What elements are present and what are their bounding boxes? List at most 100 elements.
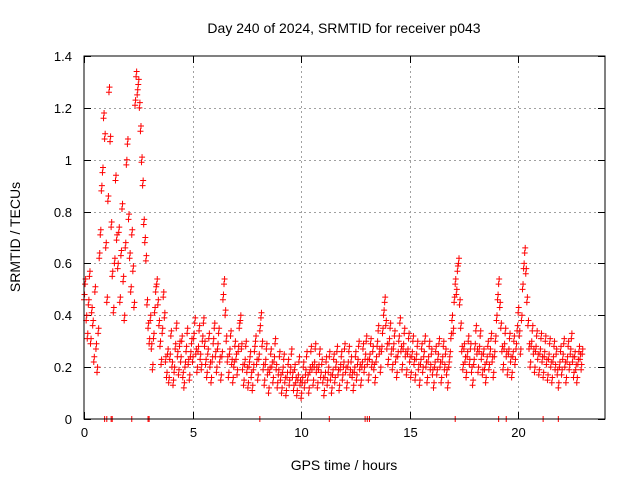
- data-point: [434, 356, 441, 363]
- x-tick-label: 15: [403, 425, 417, 440]
- data-point: [253, 333, 260, 340]
- data-point: [277, 377, 284, 384]
- data-point: [523, 299, 530, 306]
- data-point: [505, 351, 512, 358]
- data-point: [166, 356, 173, 363]
- data-point: [489, 358, 496, 365]
- data-point: [338, 348, 345, 355]
- data-point: [238, 345, 245, 352]
- data-point: [154, 275, 161, 282]
- data-point: [549, 374, 556, 381]
- data-point: [343, 384, 350, 391]
- data-point: [135, 76, 142, 83]
- data-point: [475, 364, 482, 371]
- data-point: [245, 364, 252, 371]
- data-point: [203, 356, 210, 363]
- data-point: [190, 335, 197, 342]
- data-point: [270, 358, 277, 365]
- data-point: [116, 224, 123, 231]
- data-point: [235, 348, 242, 355]
- data-point: [159, 325, 166, 332]
- data-point: [165, 379, 172, 386]
- data-point: [215, 330, 222, 337]
- data-point: [197, 356, 204, 363]
- data-point: [181, 364, 188, 371]
- data-point: [202, 338, 209, 345]
- data-point: [118, 205, 125, 212]
- data-point: [167, 333, 174, 340]
- data-point: [302, 366, 309, 373]
- data-point: [339, 371, 346, 378]
- data-point: [87, 340, 94, 347]
- data-point: [148, 345, 155, 352]
- data-point: [485, 338, 492, 345]
- data-point: [351, 364, 358, 371]
- data-point: [551, 338, 558, 345]
- data-point: [329, 371, 336, 378]
- data-point: [383, 317, 390, 324]
- data-point: [166, 374, 173, 381]
- data-point: [361, 369, 368, 376]
- data-point: [119, 200, 126, 207]
- data-point: [273, 361, 280, 368]
- data-point: [418, 345, 425, 352]
- data-point: [549, 358, 556, 365]
- data-point: [483, 374, 490, 381]
- y-tick-label: 0: [65, 412, 72, 427]
- data-point: [464, 348, 471, 355]
- data-point: [500, 361, 507, 368]
- data-point: [130, 263, 137, 270]
- data-point: [200, 320, 207, 327]
- data-point: [556, 358, 563, 365]
- data-point: [282, 392, 289, 399]
- data-point: [258, 309, 265, 316]
- data-point: [409, 348, 416, 355]
- data-point: [105, 89, 112, 96]
- data-point: [91, 288, 98, 295]
- data-point: [132, 102, 139, 109]
- data-point: [118, 247, 125, 254]
- data-point: [351, 369, 358, 376]
- data-point: [113, 172, 120, 179]
- data-point: [109, 268, 116, 275]
- data-point: [516, 327, 523, 334]
- data-point: [540, 374, 547, 381]
- data-point: [365, 371, 372, 378]
- data-point: [283, 374, 290, 381]
- data-point: [342, 369, 349, 376]
- data-point: [377, 369, 384, 376]
- data-point: [563, 374, 570, 381]
- data-point: [115, 229, 122, 236]
- data-point: [228, 327, 235, 334]
- data-point: [419, 340, 426, 347]
- data-point: [241, 361, 248, 368]
- data-point: [224, 358, 231, 365]
- data-point: [370, 366, 377, 373]
- data-point: [151, 330, 158, 337]
- data-point: [158, 361, 165, 368]
- data-point: [421, 348, 428, 355]
- data-point: [205, 345, 212, 352]
- data-point: [170, 382, 177, 389]
- data-point: [445, 364, 452, 371]
- data-point: [265, 390, 272, 397]
- data-point: [560, 340, 567, 347]
- data-point: [574, 374, 581, 381]
- data-point: [268, 364, 275, 371]
- data-point: [406, 358, 413, 365]
- data-point: [536, 366, 543, 373]
- data-point: [381, 307, 388, 314]
- data-point: [180, 369, 187, 376]
- data-point: [120, 273, 127, 280]
- data-point: [556, 364, 563, 371]
- data-point: [386, 335, 393, 342]
- data-point: [355, 343, 362, 350]
- data-point: [509, 369, 516, 376]
- data-point: [214, 345, 221, 352]
- data-point: [192, 314, 199, 321]
- data-point: [232, 338, 239, 345]
- data-point: [263, 340, 270, 347]
- data-point: [382, 294, 389, 301]
- data-point: [96, 250, 103, 257]
- data-point: [578, 361, 585, 368]
